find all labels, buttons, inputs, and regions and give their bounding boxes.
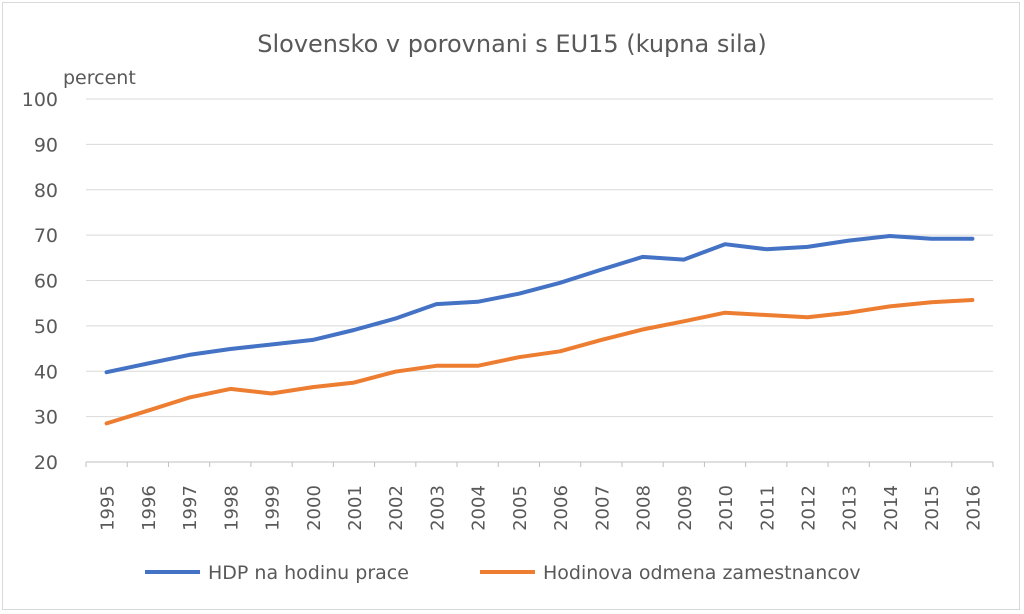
x-tick-label: 2010 xyxy=(716,485,737,531)
y-tick-label: 80 xyxy=(34,180,58,202)
y-tick-label: 50 xyxy=(34,316,58,338)
x-tick-label: 2016 xyxy=(963,485,984,531)
x-tick-label: 2011 xyxy=(757,485,778,531)
y-tick-label: 40 xyxy=(34,361,58,383)
x-tick-label: 2015 xyxy=(922,485,943,531)
series-lines xyxy=(104,234,975,426)
x-tick-label: 1996 xyxy=(139,485,160,531)
y-tick-label: 20 xyxy=(34,452,58,474)
y-tick-label: 60 xyxy=(34,271,58,293)
x-tick-label: 2009 xyxy=(675,485,696,531)
x-tick-label: 2014 xyxy=(881,485,902,531)
x-tick-label: 2007 xyxy=(592,485,613,531)
legend: HDP na hodinu prace Hodinova odmena zames… xyxy=(145,562,861,584)
x-axis-ticks: 1995 1996 1997 1998 1999 2000 2001 2002 2003 2004… xyxy=(85,462,994,531)
x-tick-label: 2004 xyxy=(469,485,490,531)
y-axis-ticks: 20 30 40 50 60 70 80 90 100 xyxy=(22,89,58,474)
y-tick-label: 90 xyxy=(34,134,58,156)
legend-label: HDP na hodinu prace xyxy=(208,562,409,584)
x-tick-label: 2001 xyxy=(345,485,366,531)
x-tick-label: 1998 xyxy=(221,485,242,531)
series-line-2 xyxy=(104,298,975,426)
y-tick-label: 70 xyxy=(34,225,58,247)
x-tick-label: 2008 xyxy=(634,485,655,531)
x-tick-label: 1997 xyxy=(180,485,201,531)
x-tick-label: 2005 xyxy=(510,485,531,531)
x-tick-label: 1999 xyxy=(263,485,284,531)
y-tick-label: 30 xyxy=(34,407,58,429)
x-tick-label: 2002 xyxy=(386,485,407,531)
x-tick-label: 2013 xyxy=(840,485,861,531)
x-tick-label: 2012 xyxy=(798,485,819,531)
y-tick-label: 100 xyxy=(22,89,58,111)
x-tick-label: 1995 xyxy=(98,485,119,531)
gridlines xyxy=(86,98,993,463)
y-axis-unit-label: percent xyxy=(63,67,136,89)
series-line-1 xyxy=(104,234,975,375)
x-tick-label: 2000 xyxy=(304,485,325,531)
chart-title: Slovensko v porovnani s EU15 (kupna sila… xyxy=(257,30,766,58)
x-tick-label: 2003 xyxy=(427,485,448,531)
x-tick-label: 2006 xyxy=(551,485,572,531)
legend-label: Hodinova odmena zamestnancov xyxy=(543,562,861,584)
